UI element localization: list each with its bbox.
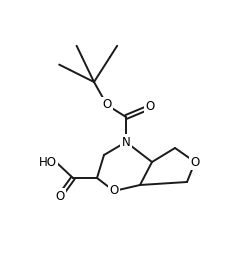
Text: O: O xyxy=(145,100,154,113)
Text: O: O xyxy=(55,190,64,202)
Text: O: O xyxy=(109,184,118,197)
Text: HO: HO xyxy=(39,156,57,169)
Text: O: O xyxy=(102,98,111,112)
Text: O: O xyxy=(189,156,199,168)
Text: N: N xyxy=(121,135,130,149)
